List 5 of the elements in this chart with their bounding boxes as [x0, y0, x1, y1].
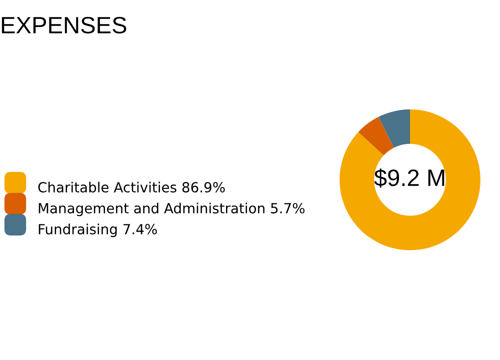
legend-label: Fundraising 7.4% [38, 224, 157, 238]
chart-title: EXPENSES [2, 16, 126, 34]
text: $9.2 M [374, 168, 444, 188]
legend-label: Management and Administration 5.7% [38, 202, 305, 216]
legend-label: Charitable Activities 86.9% [38, 182, 225, 193]
